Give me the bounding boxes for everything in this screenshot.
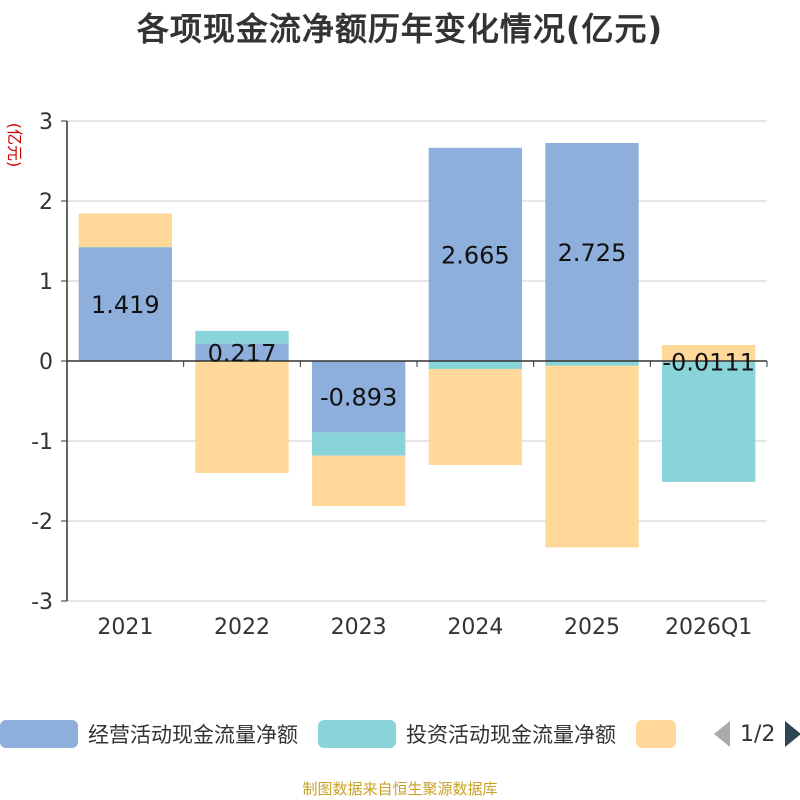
bar-2026Q1-s2 (662, 345, 756, 361)
data-label-2026Q1: -0.0111 (662, 348, 755, 376)
bar-2024-s1 (428, 361, 522, 369)
y-tick-label: -3 (31, 590, 53, 615)
chart-title: 各项现金流净额历年变化情况(亿元) (136, 10, 664, 48)
legend-label-operating: 经营活动现金流量净额 (88, 723, 298, 747)
bar-2021-s0 (78, 247, 172, 361)
bar-2022-s2 (195, 361, 289, 473)
x-tick-label: 2021 (97, 615, 153, 640)
x-tick-label: 2025 (564, 615, 620, 640)
bar-2021-s1 (78, 247, 172, 248)
x-tick-label: 2023 (331, 615, 387, 640)
legend-swatch-investing (318, 720, 396, 748)
legend: 经营活动现金流量净额 投资活动现金流量净额 1/2 (0, 716, 800, 752)
bar-2026Q1-s1 (662, 361, 756, 482)
legend-item-operating[interactable]: 经营活动现金流量净额 (0, 719, 298, 749)
y-tick-label: 1 (39, 270, 53, 295)
x-tick-label: 2022 (214, 615, 270, 640)
legend-pager: 1/2 (714, 721, 800, 747)
legend-label-investing: 投资活动现金流量净额 (406, 723, 616, 747)
y-tick-label: 0 (39, 350, 53, 375)
y-tick-label: 3 (39, 110, 53, 135)
y-tick-label: -1 (31, 430, 53, 455)
bar-2022-s0 (195, 343, 289, 361)
x-tick-label: 2024 (447, 615, 503, 640)
y-axis-label: (亿元) (5, 123, 24, 168)
x-tick-label: 2026Q1 (665, 615, 752, 640)
data-label-2022: 0.217 (208, 339, 277, 367)
bar-2022-s1 (195, 330, 289, 344)
legend-page-indicator: 1/2 (740, 721, 776, 747)
legend-item-financing[interactable] (636, 720, 686, 748)
bar-2025-s0 (545, 143, 639, 361)
data-label-2025: 2.725 (558, 239, 627, 267)
bar-2025-s1 (545, 361, 639, 366)
data-label-2023: -0.893 (320, 384, 397, 412)
y-tick-label: -2 (31, 510, 53, 535)
data-label-2024: 2.665 (441, 241, 510, 269)
bar-2023-s2 (312, 455, 406, 507)
bar-2023-s0 (312, 361, 406, 433)
legend-prev-icon[interactable] (714, 721, 730, 747)
legend-next-icon[interactable] (785, 721, 800, 747)
data-source-note: 制图数据来自恒生聚源数据库 (302, 780, 498, 798)
bar-2024-s0 (428, 147, 522, 361)
y-tick-label: 2 (39, 190, 53, 215)
bar-2024-s2 (428, 369, 522, 465)
data-label-2021: 1.419 (91, 291, 160, 319)
bar-2025-s2 (545, 365, 639, 548)
legend-item-investing[interactable]: 投资活动现金流量净额 (318, 719, 616, 749)
legend-swatch-financing (636, 720, 676, 748)
bar-2023-s1 (312, 432, 406, 456)
legend-swatch-operating (0, 720, 78, 748)
bar-2021-s2 (78, 213, 172, 248)
